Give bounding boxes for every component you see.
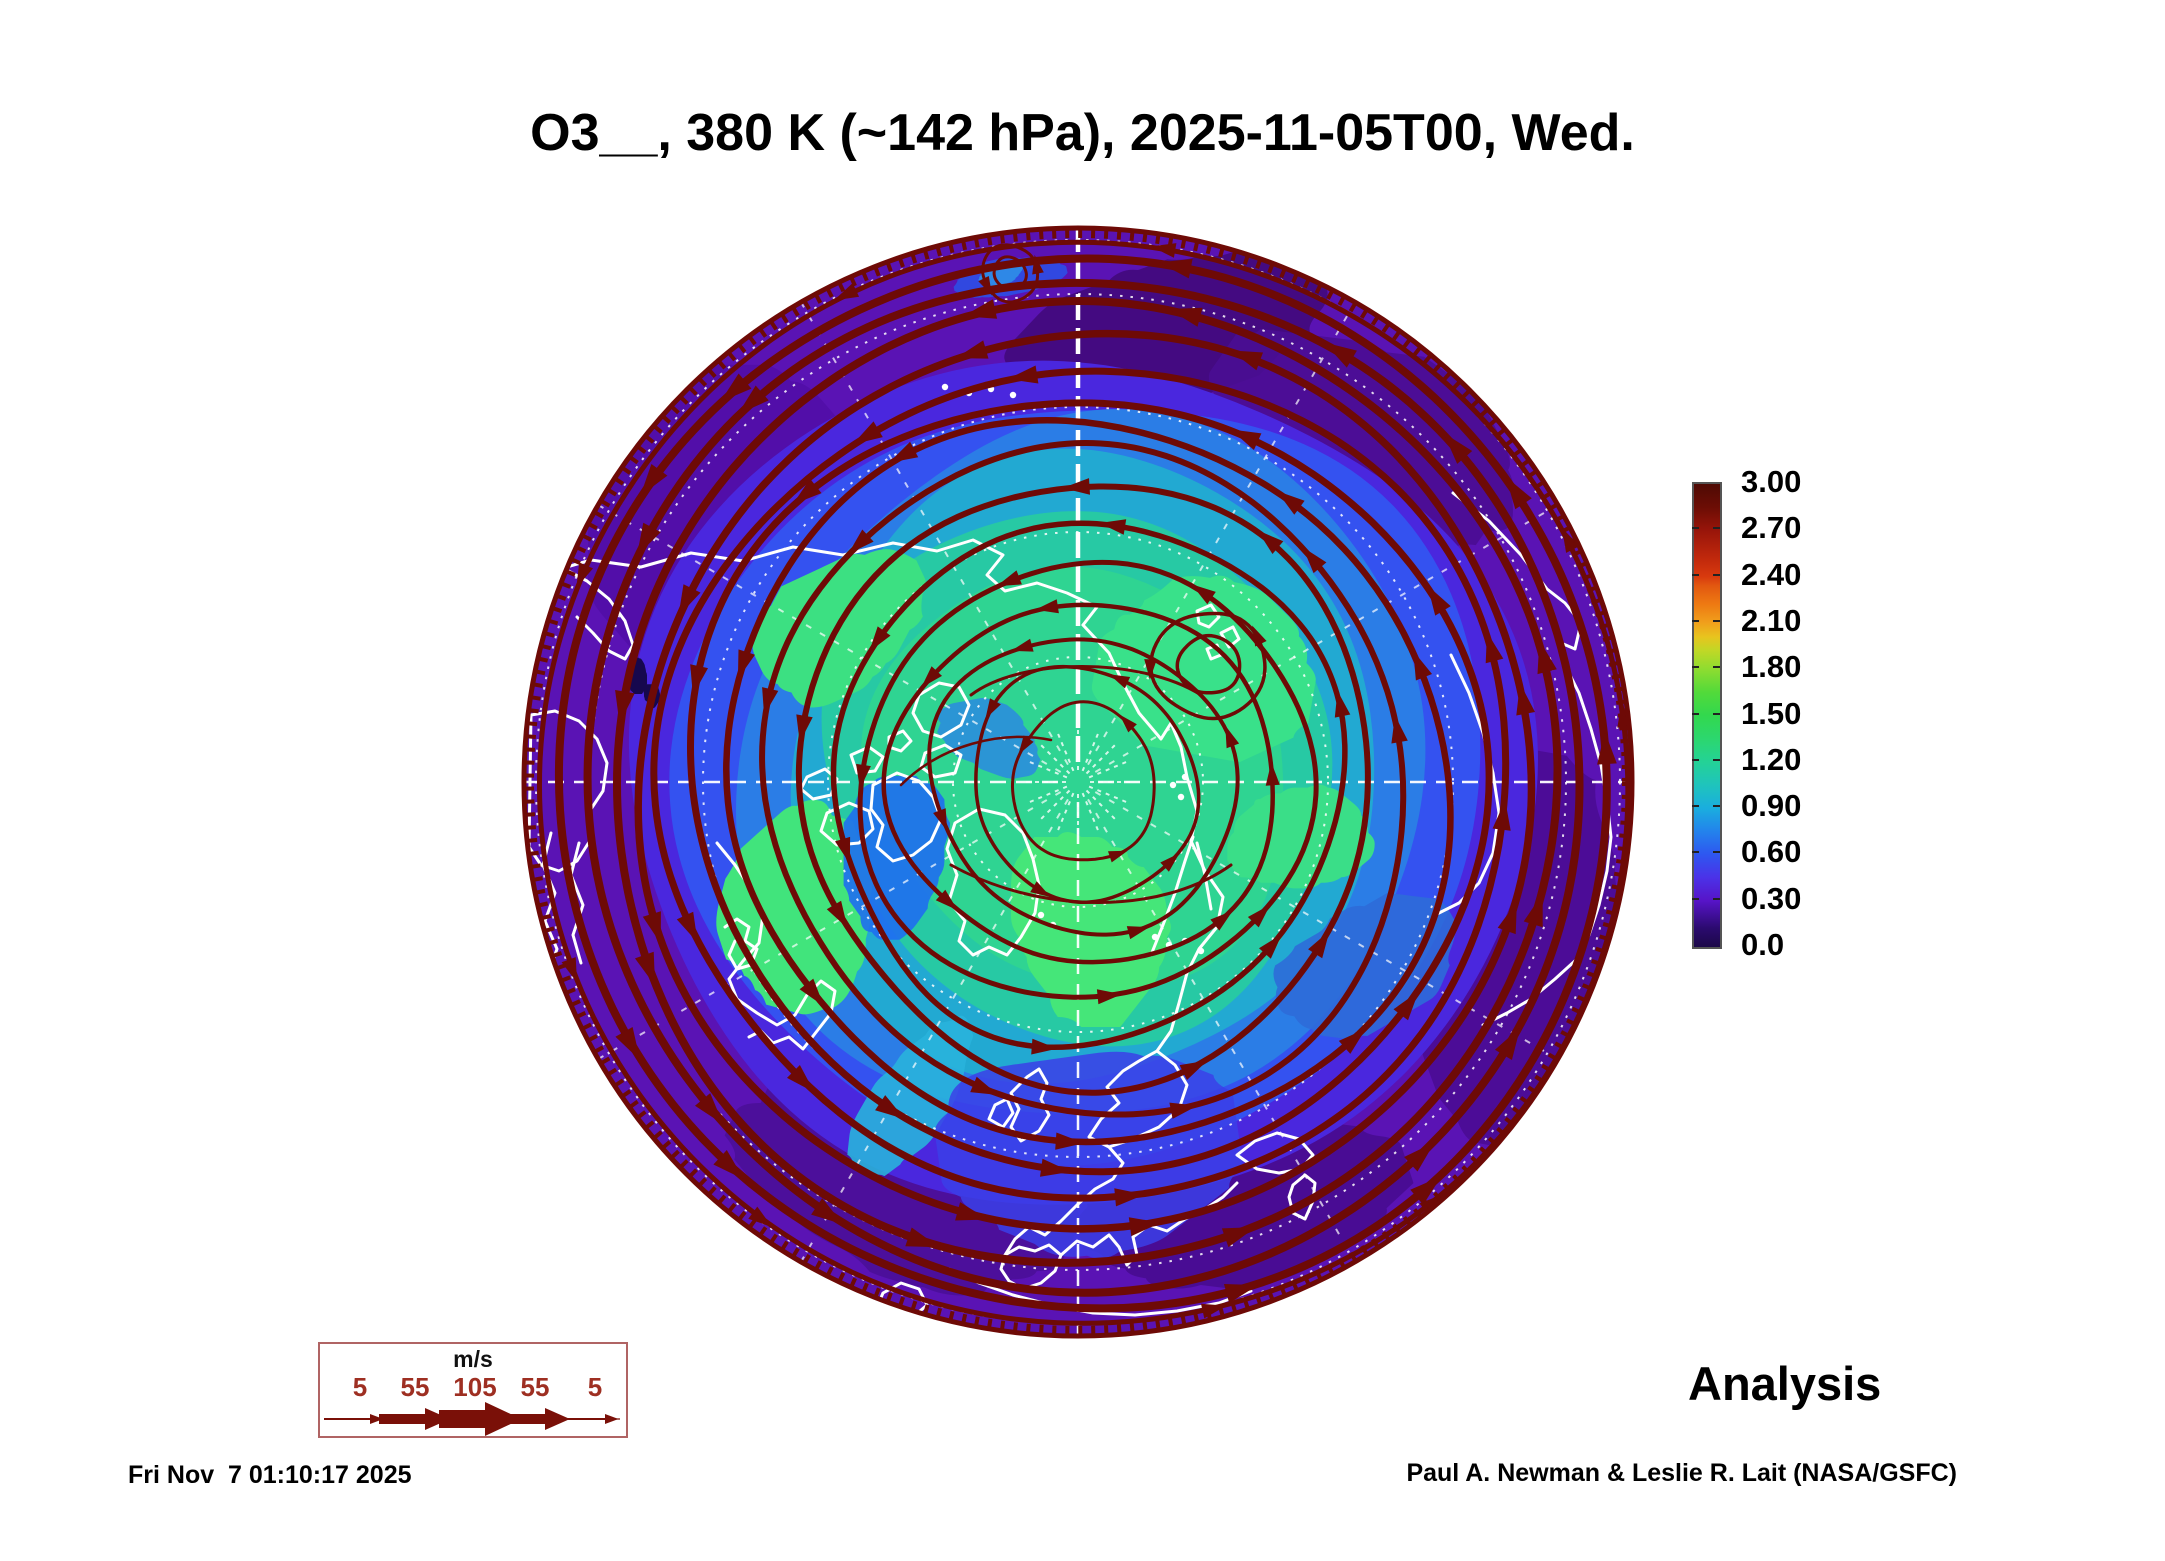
wind-speed-value: 55 xyxy=(520,1372,550,1402)
colorbar-tick-label: 1.50 xyxy=(1741,695,1802,731)
colorbar-tick xyxy=(1692,573,1699,576)
credit: Paul A. Newman & Leslie R. Lait (NASA/GS… xyxy=(1406,1459,1957,1487)
wind-speed-value: 5 xyxy=(352,1372,368,1402)
colorbar-tick-label: 2.40 xyxy=(1741,556,1802,592)
colorbar-tick-label: 1.80 xyxy=(1741,649,1802,685)
polar-map-svg xyxy=(521,225,1635,1339)
analysis-label: Analysis xyxy=(1688,1357,1882,1410)
colorbar-tick-label: 3.00 xyxy=(1741,464,1802,499)
wind-speed-value: 5 xyxy=(587,1372,603,1402)
wind-arrow-glyph xyxy=(324,1402,620,1436)
colorbar-tick xyxy=(1692,897,1699,900)
colorbar-tick xyxy=(1713,573,1720,576)
plot-title: O3__, 380 K (~142 hPa), 2025-11-05T00, W… xyxy=(530,104,1635,162)
colorbar-tick-label: 2.10 xyxy=(1741,602,1802,638)
colorbar-tick xyxy=(1713,851,1720,854)
colorbar-tick xyxy=(1692,712,1699,715)
colorbar-tick xyxy=(1713,712,1720,715)
colorbar-tick-label: 2.70 xyxy=(1741,510,1802,546)
colorbar-tick xyxy=(1692,527,1699,530)
colorbar-tick xyxy=(1692,619,1699,622)
colorbar-tick xyxy=(1713,805,1720,808)
colorbar-tick xyxy=(1692,758,1699,761)
timestamp: Fri Nov 7 01:10:17 2025 xyxy=(128,1461,412,1489)
colorbar-tick xyxy=(1713,897,1720,900)
colorbar-tick xyxy=(1713,758,1720,761)
colorbar-tick-label: 0.30 xyxy=(1741,880,1802,916)
colorbar-tick-label: 1.20 xyxy=(1741,741,1802,777)
colorbar-gradient xyxy=(1692,482,1722,949)
colorbar-tick-label: 0.90 xyxy=(1741,788,1802,824)
colorbar-tick xyxy=(1692,805,1699,808)
wind-units-label: m/s xyxy=(453,1346,493,1372)
polar-map xyxy=(521,225,1635,1339)
colorbar-tick xyxy=(1692,851,1699,854)
colorbar-tick xyxy=(1713,666,1720,669)
colorbar-tick xyxy=(1713,527,1720,530)
wind-speed-value: 105 xyxy=(453,1372,497,1402)
colorbar-tick xyxy=(1713,619,1720,622)
wind-speed-value: 55 xyxy=(400,1372,430,1402)
colorbar-tick-label: 0.60 xyxy=(1741,834,1802,870)
colorbar-tick-label: 0.0 xyxy=(1741,927,1785,962)
colorbar-tick xyxy=(1692,666,1699,669)
wind-speed-legend: m/s 5 55 105 55 5 xyxy=(318,1342,628,1438)
